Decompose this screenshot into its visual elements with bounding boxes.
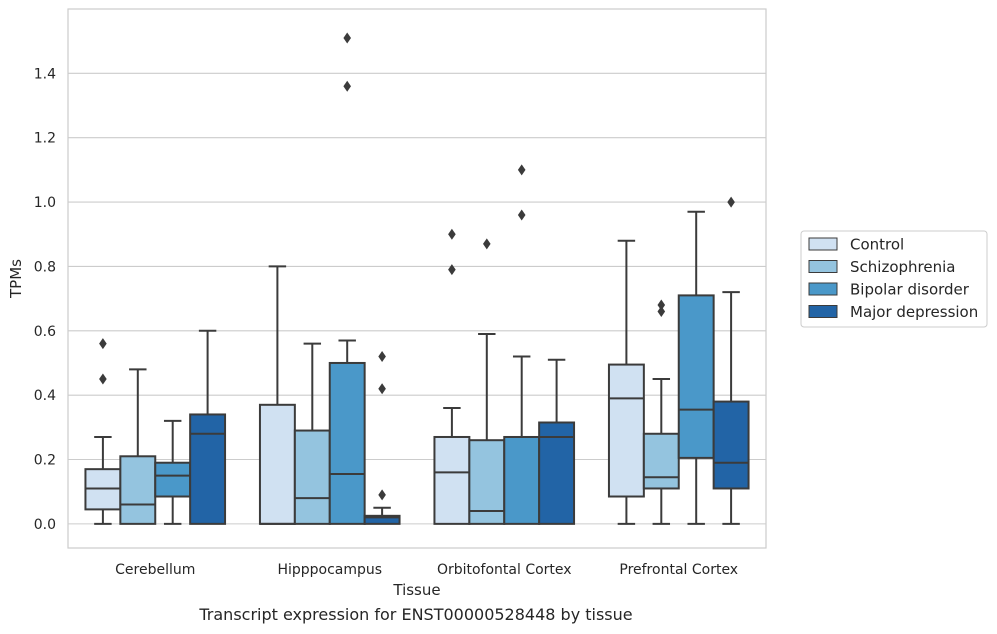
- outlier-point: [727, 196, 735, 208]
- box-hipppocampus-bipolar-disorder: [328, 32, 366, 525]
- outlier-point: [448, 228, 456, 240]
- box-body: [503, 435, 541, 525]
- legend-swatch: [808, 237, 838, 251]
- box-body: [189, 413, 227, 525]
- legend-label: Bipolar disorder: [850, 281, 970, 299]
- box-body: [712, 400, 750, 490]
- legend-label: Schizophrenia: [850, 258, 955, 276]
- box-hipppocampus-major-depression: [363, 351, 401, 525]
- y-tick-label: 0.2: [34, 453, 56, 469]
- box-prefrontal-cortex-major-depression: [712, 196, 750, 525]
- box-prefrontal-cortex-schizophrenia: [642, 299, 680, 525]
- legend-swatch: [808, 260, 838, 273]
- outlier-point: [378, 351, 386, 363]
- legend-label: Major depression: [850, 303, 978, 321]
- box-body: [258, 403, 296, 525]
- box-body: [363, 514, 401, 525]
- y-tick-label: 0.4: [34, 388, 56, 404]
- box-plot-boxes: [84, 32, 750, 525]
- outlier-point: [448, 264, 456, 276]
- box-body: [468, 439, 506, 525]
- legend: Control Schizophrenia Bipolar disorder Majo…: [800, 230, 988, 328]
- box-body: [119, 455, 157, 525]
- outlier-point: [378, 489, 386, 501]
- outlier-point: [99, 338, 107, 350]
- box-body: [677, 294, 715, 459]
- legend-frame: [800, 230, 988, 328]
- y-tick-label: 1.0: [34, 195, 56, 211]
- box-cerebellum-control: [84, 338, 122, 525]
- figure-caption: Transcript expression for ENST0000052844…: [199, 605, 633, 624]
- x-axis-ticks: Cerebellum Hipppocampus Orbitofontal Corte…: [115, 562, 738, 578]
- box-body: [642, 432, 680, 490]
- box-orbitofontal-cortex-control: [433, 228, 471, 525]
- box-cerebellum-bipolar-disorder: [154, 419, 192, 525]
- outlier-point: [657, 305, 666, 317]
- legend-swatch: [808, 305, 838, 318]
- box-prefrontal-cortex-bipolar-disorder: [677, 210, 715, 525]
- x-tick-label: Prefrontal Cortex: [619, 562, 738, 578]
- box-body: [154, 461, 192, 498]
- outlier-point: [483, 238, 491, 250]
- box-body: [607, 363, 645, 498]
- box-body: [328, 361, 366, 525]
- outlier-point: [343, 80, 351, 92]
- y-axis-ticks: 0.0 0.2 0.4 0.6 0.8 1.0 1.2 1.4: [34, 66, 56, 533]
- box-cerebellum-schizophrenia: [119, 368, 157, 525]
- box-body: [433, 435, 471, 525]
- x-axis-label: Tissue: [392, 581, 440, 599]
- x-tick-label: Cerebellum: [115, 562, 195, 578]
- outlier-point: [657, 299, 666, 311]
- x-tick-label: Orbitofontal Cortex: [437, 562, 572, 578]
- legend-label: Control: [850, 236, 904, 254]
- box-orbitofontal-cortex-bipolar-disorder: [503, 164, 541, 525]
- box-orbitofontal-cortex-major-depression: [538, 358, 576, 525]
- y-tick-label: 0.6: [34, 324, 56, 340]
- box-hipppocampus-schizophrenia: [293, 342, 331, 525]
- x-tick-label: Hipppocampus: [277, 562, 382, 578]
- box-body: [538, 421, 576, 525]
- y-tick-label: 0.0: [34, 517, 56, 533]
- outlier-point: [99, 373, 107, 385]
- box-body: [293, 429, 331, 525]
- outlier-point: [378, 383, 386, 395]
- legend-swatch: [808, 282, 838, 296]
- y-tick-label: 0.8: [34, 259, 56, 275]
- outlier-point: [343, 32, 351, 44]
- gridlines: [68, 72, 766, 525]
- plot-frame: [67, 8, 767, 549]
- box-cerebellum-major-depression: [189, 329, 227, 525]
- y-tick-label: 1.4: [34, 66, 56, 82]
- y-axis-label: TPMs: [7, 259, 25, 299]
- outlier-point: [517, 209, 526, 221]
- box-orbitofontal-cortex-schizophrenia: [468, 238, 506, 525]
- box-prefrontal-cortex-control: [607, 239, 645, 525]
- outlier-point: [517, 164, 526, 176]
- y-tick-label: 1.2: [34, 131, 56, 147]
